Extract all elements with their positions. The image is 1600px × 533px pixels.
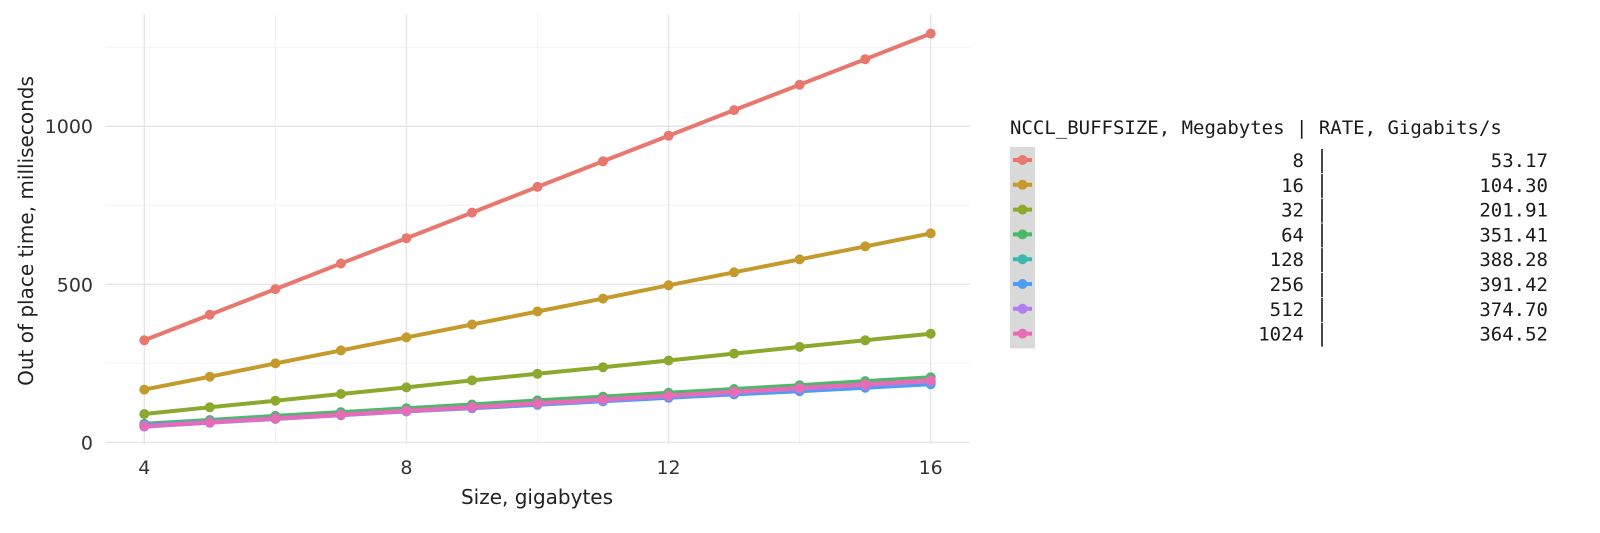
legend-key-background [1010,147,1035,349]
data-point-32 [663,355,674,366]
data-point-32 [139,409,150,419]
data-point-8 [663,130,674,141]
data-point-32 [532,368,543,379]
data-point-8 [335,258,346,269]
legend-buffsize-8: 8 [1293,150,1304,172]
x-tick-label: 4 [138,457,150,479]
data-point-1024 [598,394,608,405]
data-point-32 [270,395,281,406]
legend-rate-1024: 364.52 [1479,324,1548,346]
legend-key-point-64 [1017,229,1028,240]
y-tick-label: 0 [81,432,93,454]
y-tick-label: 500 [57,274,93,296]
data-point-32 [925,328,936,339]
data-point-8 [401,233,412,244]
data-point-16 [204,371,215,382]
x-axis-ticks: 4 8 12 16 [138,457,943,479]
data-point-16 [532,306,543,317]
data-point-8 [204,309,215,320]
data-point-32 [204,402,215,413]
data-point-1024 [270,413,281,424]
legend-buffsize-16: 16 [1281,175,1304,197]
legend-rate-32: 201.91 [1479,200,1548,222]
legend-buffsize-32: 32 [1281,200,1304,222]
data-point-8 [925,28,936,39]
data-point-16 [467,319,477,330]
data-point-16 [925,228,936,239]
legend-key-point-8 [1017,155,1028,165]
legend-buffsize-1024: 1024 [1258,324,1304,346]
data-point-16 [729,267,740,278]
legend: NCCL_BUFFSIZE, Megabytes | RATE, Gigabit… [1010,117,1548,349]
data-point-8 [139,335,150,346]
data-point-16 [598,293,608,304]
x-tick-label: 16 [919,457,943,479]
legend-rate-128: 388.28 [1479,249,1548,271]
data-point-16 [663,280,674,291]
data-point-8 [270,284,281,295]
data-point-1024 [860,379,871,390]
data-point-1024 [532,398,543,409]
legend-rate-16: 104.30 [1479,175,1548,197]
legend-key-point-16 [1017,179,1028,190]
data-point-8 [860,54,871,65]
legend-key-point-1024 [1017,328,1028,339]
data-point-32 [860,335,871,346]
data-point-1024 [401,405,412,416]
legend-rate-64: 351.41 [1479,224,1548,246]
legend-key-point-512 [1017,303,1028,314]
data-point-16 [270,358,281,369]
data-point-32 [598,362,608,373]
legend-key-point-256 [1017,279,1028,289]
y-axis-ticks: 0 500 1000 [45,116,93,454]
legend-rate-256: 391.42 [1479,274,1548,296]
legend-key-point-32 [1017,204,1028,215]
data-point-8 [532,181,543,192]
data-point-32 [401,382,412,393]
data-point-32 [467,375,477,386]
legend-items: 8 53.17 16 104.30 32 201.91 64 351.41 128 388.28 2… [1010,147,1548,349]
legend-buffsize-128: 128 [1270,249,1304,271]
data-point-1024 [204,417,215,428]
x-axis-label: Size, gigabytes [461,485,613,509]
legend-rate-512: 374.70 [1479,299,1548,321]
data-point-16 [139,384,150,395]
data-point-1024 [467,402,477,412]
data-point-32 [729,348,740,359]
legend-title: NCCL_BUFFSIZE, Megabytes | RATE, Gigabit… [1010,117,1502,139]
data-point-1024 [729,386,740,397]
data-point-8 [467,207,477,218]
data-point-32 [794,341,805,352]
data-point-1024 [335,409,346,420]
y-axis-label: Out of place time, milliseconds [14,76,38,386]
legend-buffsize-512: 512 [1270,299,1304,321]
data-point-32 [335,389,346,399]
data-point-16 [401,332,412,343]
y-tick-label: 1000 [45,116,93,138]
data-point-8 [729,105,740,116]
x-tick-label: 8 [400,457,412,479]
x-tick-label: 12 [656,457,680,479]
data-point-1024 [139,421,150,431]
data-point-1024 [663,390,674,401]
legend-buffsize-256: 256 [1270,274,1304,296]
legend-rate-8: 53.17 [1491,150,1548,172]
grid [105,14,970,444]
legend-buffsize-64: 64 [1281,224,1304,246]
data-point-16 [860,241,871,252]
data-point-16 [794,254,805,265]
data-point-1024 [794,383,805,393]
data-point-8 [598,156,608,167]
series-points [139,28,936,432]
data-point-1024 [925,375,936,386]
data-point-16 [335,345,346,356]
legend-key-point-128 [1017,254,1028,265]
data-point-8 [794,79,805,90]
